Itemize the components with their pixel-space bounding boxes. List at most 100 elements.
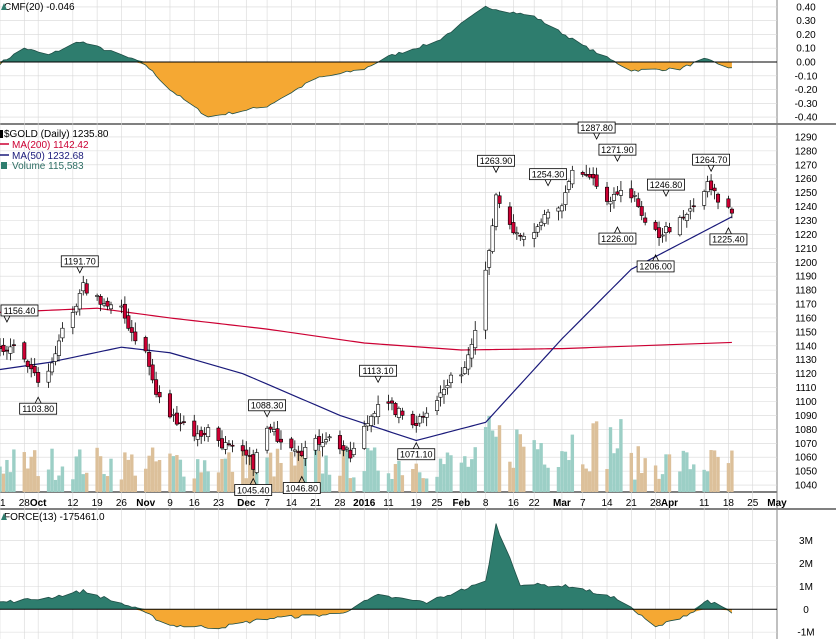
candle bbox=[542, 209, 547, 227]
price-tick-label: 1140 bbox=[795, 341, 817, 352]
annotation-pointer bbox=[76, 266, 84, 274]
volume-bar bbox=[313, 449, 318, 492]
price-annotation: 1271.90 bbox=[598, 143, 637, 163]
candle bbox=[147, 343, 152, 376]
annotation-label: 1191.70 bbox=[64, 257, 96, 267]
candle-body bbox=[105, 300, 110, 307]
volume-bar bbox=[71, 479, 75, 492]
x-tick-label: 19 bbox=[92, 498, 104, 509]
volume-bar bbox=[591, 423, 595, 492]
candle bbox=[254, 448, 259, 475]
candle bbox=[289, 436, 294, 451]
volume-bar bbox=[202, 460, 207, 492]
cmf-tick-label: -0.30 bbox=[795, 99, 818, 110]
price-tick-label: 1190 bbox=[795, 272, 817, 283]
price-tick-label: 1200 bbox=[795, 258, 818, 269]
candle-body bbox=[709, 180, 714, 190]
volume-bar bbox=[424, 478, 429, 492]
force-positive-area bbox=[0, 523, 732, 610]
annotation-label: 1103.80 bbox=[22, 404, 54, 414]
price-title: $GOLD (Daily) 1235.80 bbox=[4, 129, 109, 140]
candle bbox=[514, 226, 519, 240]
candle-body bbox=[324, 439, 329, 443]
volume-bar bbox=[508, 461, 512, 492]
candle bbox=[25, 359, 30, 373]
volume-bar bbox=[320, 473, 325, 492]
candle-body bbox=[50, 362, 55, 373]
candle-body bbox=[192, 420, 197, 437]
volume-bar bbox=[497, 425, 502, 492]
price-annotation: 1113.10 bbox=[359, 364, 397, 384]
candle-body bbox=[348, 449, 353, 459]
volume-bar bbox=[102, 474, 106, 492]
candle-body bbox=[514, 232, 519, 235]
volume-bar bbox=[372, 447, 377, 492]
volume-bar bbox=[150, 447, 155, 492]
candle-body bbox=[712, 187, 717, 192]
volume-bar bbox=[95, 447, 99, 492]
candle-body bbox=[563, 192, 568, 205]
volume-bar bbox=[216, 472, 221, 492]
volume-bar bbox=[445, 452, 450, 492]
price-annotation: 1156.40 bbox=[0, 304, 39, 323]
candle-body bbox=[74, 305, 79, 313]
price-tick-label: 1110 bbox=[796, 383, 817, 394]
annotation-box bbox=[359, 364, 397, 377]
price-tick-label: 1070 bbox=[795, 439, 818, 450]
candle-body bbox=[442, 388, 446, 396]
price-annotation: 1088.30 bbox=[248, 399, 286, 418]
x-tick-label: Oct bbox=[30, 498, 47, 509]
annotation-label: 1254.30 bbox=[532, 169, 565, 179]
annotation-pointer bbox=[298, 475, 306, 483]
candle-body bbox=[417, 416, 422, 424]
annotation-pointer bbox=[662, 189, 670, 198]
x-tick-label: 21 bbox=[0, 498, 6, 509]
price-tick-label: 1150 bbox=[795, 327, 817, 338]
volume-bar bbox=[46, 469, 51, 492]
candle bbox=[442, 379, 446, 404]
volume-bar bbox=[442, 464, 446, 492]
annotation-box bbox=[248, 399, 286, 412]
candle-body bbox=[521, 235, 526, 240]
volume-bar bbox=[483, 427, 488, 492]
candle-body bbox=[22, 342, 27, 360]
candle bbox=[275, 420, 280, 443]
force-tick-label: 2M bbox=[799, 559, 813, 570]
annotation-label: 1271.90 bbox=[601, 145, 634, 155]
candle-body bbox=[393, 403, 398, 415]
candle-body bbox=[178, 422, 183, 425]
x-tick-label: Dec bbox=[237, 498, 256, 509]
candle-body bbox=[199, 430, 204, 437]
volume-bar bbox=[105, 476, 110, 492]
cmf-tick-label: -0.20 bbox=[795, 85, 818, 96]
candle-body bbox=[129, 327, 134, 333]
volume-bar bbox=[365, 448, 370, 492]
candle-body bbox=[119, 305, 124, 308]
volume-bar bbox=[567, 460, 571, 492]
annotation-box bbox=[60, 255, 99, 268]
volume-bar bbox=[563, 451, 568, 492]
candle-body bbox=[546, 211, 551, 219]
candle-body bbox=[84, 283, 89, 294]
candle bbox=[677, 215, 682, 237]
candle-body bbox=[511, 222, 516, 234]
candle-body bbox=[559, 205, 564, 212]
candle-body bbox=[532, 232, 537, 239]
candle-body bbox=[265, 427, 270, 451]
price-tick-label: 1270 bbox=[795, 160, 818, 171]
force-tick-label: 0 bbox=[803, 605, 809, 616]
candle-body bbox=[254, 452, 259, 473]
cmf-negative-area bbox=[0, 62, 732, 117]
x-tick-label: 16 bbox=[189, 498, 201, 509]
candle-body bbox=[220, 438, 224, 449]
annotation-label: 1206.00 bbox=[639, 262, 672, 272]
volume-bar bbox=[5, 459, 9, 492]
volume-bar bbox=[362, 471, 366, 492]
annotation-label: 1046.80 bbox=[286, 483, 319, 493]
candle-body bbox=[594, 174, 599, 187]
candle bbox=[518, 232, 523, 242]
candle bbox=[417, 413, 422, 427]
candle bbox=[32, 358, 37, 376]
annotation-box bbox=[598, 143, 637, 156]
